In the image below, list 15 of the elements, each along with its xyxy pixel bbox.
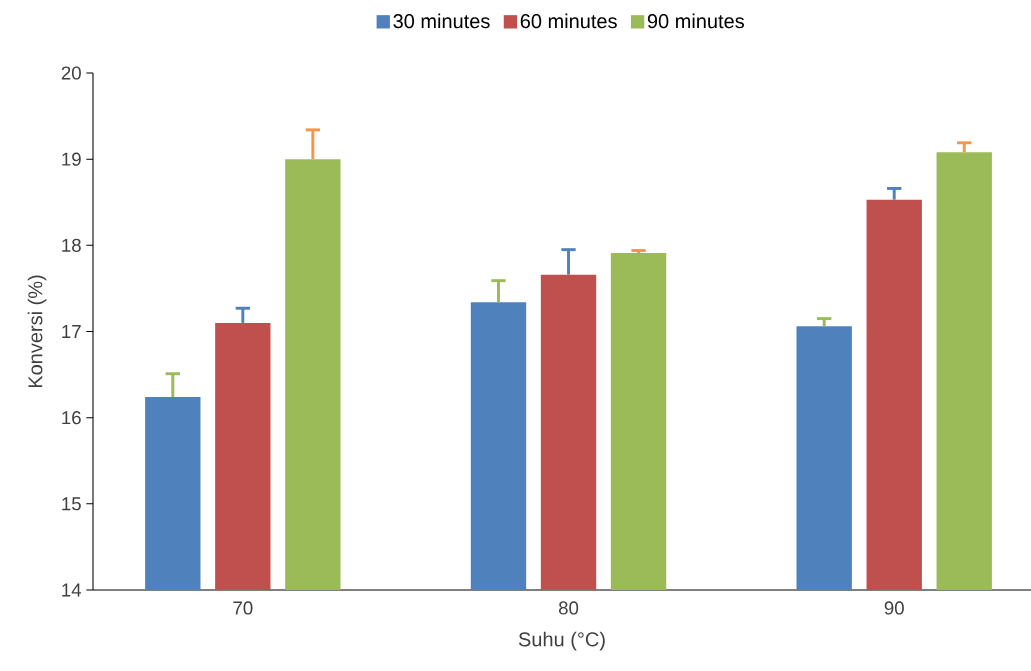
x-tick-label: 70 [233, 601, 253, 615]
x-tick-label: 80 [558, 601, 579, 615]
y-tick-label: 16 [62, 411, 81, 425]
y-axis-title: Konversi (%) [27, 275, 47, 388]
y-tick-label: 18 [62, 238, 81, 252]
x-tick-label: 90 [884, 601, 904, 615]
legend-label: 60 minutes [520, 13, 617, 29]
y-tick-label: 17 [62, 325, 81, 338]
y-tick-label: 19 [62, 152, 81, 166]
legend-label: 90 minutes [647, 13, 744, 29]
y-tick-label: 15 [62, 497, 81, 511]
legend-label: 30 minutes [393, 13, 490, 29]
y-tick-label: 20 [61, 66, 81, 80]
y-tick-label: 14 [62, 583, 82, 597]
x-axis-title: Suhu (°C) [518, 631, 605, 651]
